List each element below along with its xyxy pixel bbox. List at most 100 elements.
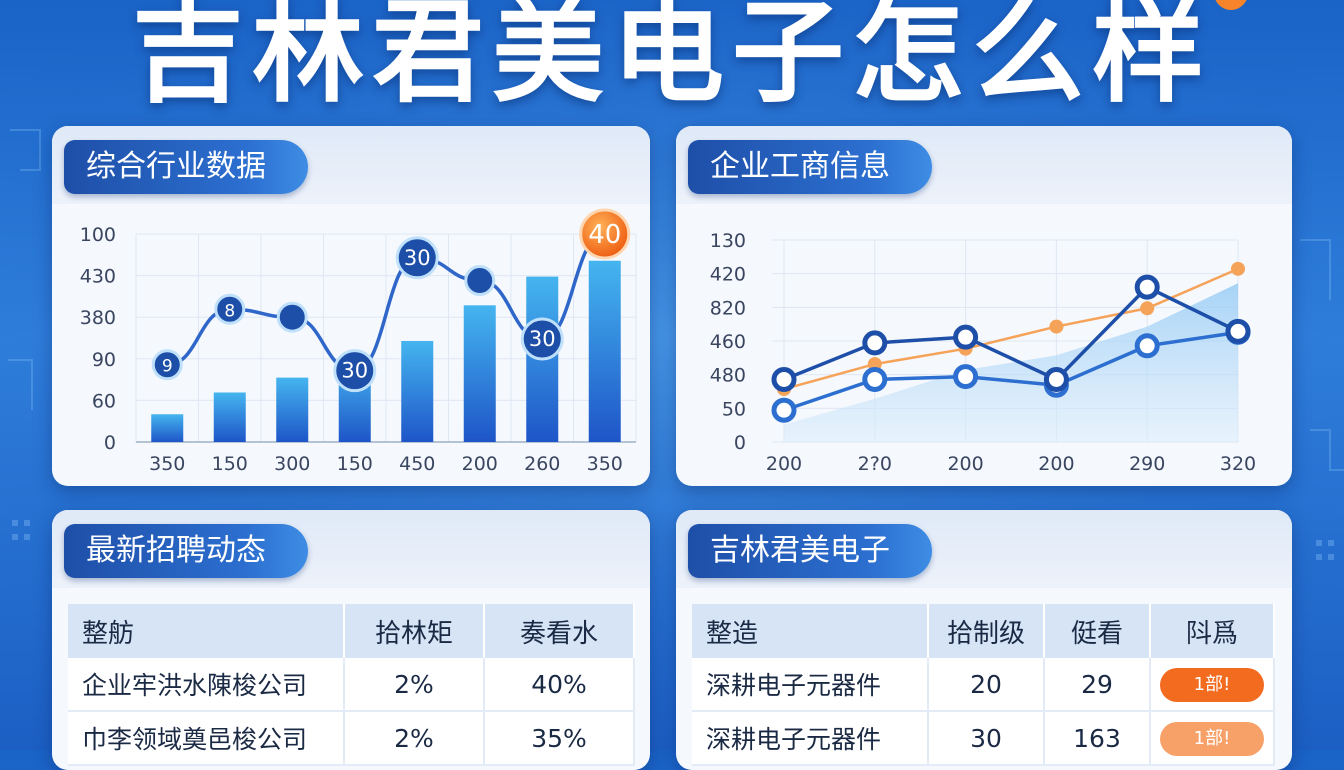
data-label: 30 — [529, 327, 556, 351]
series-marker — [771, 397, 797, 423]
x-tick-label: 350 — [149, 453, 185, 475]
value-cell: 35% — [484, 711, 635, 766]
column-header: 整舫 — [68, 604, 345, 658]
recruit-panel: 最新招聘动态 整舫 拾林矩 奏看水 企业牢洪水陳梭公司 2% 40% 巾李领域奠… — [52, 510, 650, 770]
column-header: 整造 — [692, 604, 929, 658]
column-header: 奏看水 — [484, 604, 635, 658]
y-tick-label: 50 — [722, 398, 746, 420]
table-header-row: 整舫 拾林矩 奏看水 — [68, 604, 635, 658]
table-row[interactable]: 巾李领域奠邑梭公司 2% 35% — [68, 711, 635, 766]
x-tick-label: 200 — [462, 453, 498, 475]
y-tick-label: 90 — [92, 349, 116, 371]
badge-cell: 1部! — [1150, 711, 1275, 766]
series-marker — [1134, 274, 1160, 300]
company-name-cell: 企业牢洪水陳梭公司 — [68, 658, 345, 712]
data-label: 8 — [224, 301, 235, 321]
series-marker — [862, 330, 888, 356]
x-tick-label: 150 — [337, 453, 373, 475]
y-tick-label: 820 — [710, 297, 746, 319]
area-fill — [784, 283, 1238, 442]
bar — [401, 340, 434, 442]
bar — [463, 305, 496, 442]
data-label: 30 — [404, 246, 431, 270]
series-marker — [953, 364, 979, 390]
y-tick-label: 430 — [80, 266, 116, 288]
series-line — [783, 267, 1239, 391]
data-label: 40 — [588, 220, 621, 250]
product-name-cell: 深耕电子元器件 — [692, 658, 929, 712]
status-badge[interactable]: 1部! — [1160, 667, 1264, 702]
value-cell: 20 — [928, 658, 1045, 712]
y-tick-label: 100 — [80, 224, 116, 246]
line-marker — [520, 317, 564, 361]
y-tick-label: 60 — [92, 390, 116, 412]
line-marker — [151, 349, 183, 381]
table-row[interactable]: 企业牢洪水陳梭公司 2% 40% — [68, 658, 635, 712]
data-label: 30 — [341, 359, 368, 383]
line-marker — [464, 265, 496, 297]
series-marker — [1231, 261, 1245, 276]
line-marker — [333, 349, 377, 393]
y-tick-label: 380 — [80, 307, 116, 329]
series-line — [783, 285, 1239, 382]
column-header: 拾林矩 — [344, 604, 485, 658]
panel-title: 综合行业数据 — [64, 140, 308, 194]
business-info-panel: 企业工商信息 200 2?0 200 200 290 320 130 420 820 460 480… — [676, 126, 1292, 486]
industry-data-panel: 综合行业数据 100 430 380 90 60 0 350 150 300 150 450 200 2… — [52, 126, 650, 486]
table-row[interactable]: 深耕电子元器件 20 29 1部! — [692, 658, 1275, 712]
x-tick-label: 2?0 — [858, 453, 892, 475]
y-tick-label: 0 — [104, 432, 116, 454]
value-cell: 40% — [484, 658, 635, 712]
highlight-marker — [579, 208, 631, 260]
value-cell: 2% — [344, 711, 485, 766]
recruit-table: 整舫 拾林矩 奏看水 企业牢洪水陳梭公司 2% 40% 巾李领域奠邑梭公司 2%… — [68, 604, 635, 766]
line-marker — [276, 301, 308, 333]
bar — [151, 414, 184, 442]
bar — [588, 260, 621, 442]
industry-bar-chart: 100 430 380 90 60 0 350 150 300 150 450 200 260 350 9 8… — [80, 208, 637, 475]
badge-cell: 1部! — [1150, 658, 1275, 712]
table-header-row: 整造 拾制级 侹看 阧爲 — [692, 604, 1275, 658]
value-cell: 163 — [1044, 711, 1151, 766]
bar — [213, 392, 246, 442]
x-tick-label: 200 — [1038, 453, 1074, 475]
y-tick-label: 480 — [710, 365, 746, 387]
y-tick-label: 420 — [710, 264, 746, 286]
x-tick-label: 260 — [524, 453, 560, 475]
x-tick-label: 200 — [947, 453, 983, 475]
series-marker — [1225, 318, 1251, 344]
y-tick-label: 460 — [710, 331, 746, 353]
series-marker — [1140, 301, 1155, 316]
series-marker — [862, 366, 888, 392]
x-tick-label: 300 — [274, 453, 310, 475]
company-table: 整造 拾制级 侹看 阧爲 深耕电子元器件 20 29 1部! 深耕电子元器件 3… — [692, 604, 1275, 766]
y-tick-label: 0 — [734, 432, 746, 454]
line-marker — [214, 293, 246, 325]
panel-title: 企业工商信息 — [688, 140, 932, 194]
value-cell: 29 — [1044, 658, 1151, 712]
status-badge[interactable]: 1部! — [1160, 721, 1264, 756]
table-row[interactable]: 深耕电子元器件 30 163 1部! — [692, 711, 1275, 766]
series-marker — [953, 324, 979, 350]
series-marker — [1049, 319, 1064, 334]
x-tick-label: 450 — [399, 453, 435, 475]
x-tick-label: 150 — [212, 453, 248, 475]
panel-title: 吉林君美电子 — [688, 524, 932, 578]
x-tick-label: 350 — [587, 453, 623, 475]
company-panel: 吉林君美电子 整造 拾制级 侹看 阧爲 深耕电子元器件 20 29 1部! 深耕… — [676, 510, 1292, 770]
series-marker — [1043, 366, 1069, 392]
company-name-cell: 巾李领域奠邑梭公司 — [68, 711, 345, 766]
x-tick-label: 200 — [766, 453, 802, 475]
column-header: 拾制级 — [928, 604, 1045, 658]
column-header: 阧爲 — [1150, 604, 1275, 658]
value-cell: 2% — [344, 658, 485, 712]
value-cell: 30 — [928, 711, 1045, 766]
bar — [276, 377, 309, 442]
panel-title: 最新招聘动态 — [64, 524, 308, 578]
series-marker — [1134, 333, 1160, 359]
hero-title: 吉林君美电子怎么样 — [132, 0, 1212, 118]
column-header: 侹看 — [1044, 604, 1151, 658]
series-marker — [771, 366, 797, 392]
series-line — [783, 330, 1239, 412]
